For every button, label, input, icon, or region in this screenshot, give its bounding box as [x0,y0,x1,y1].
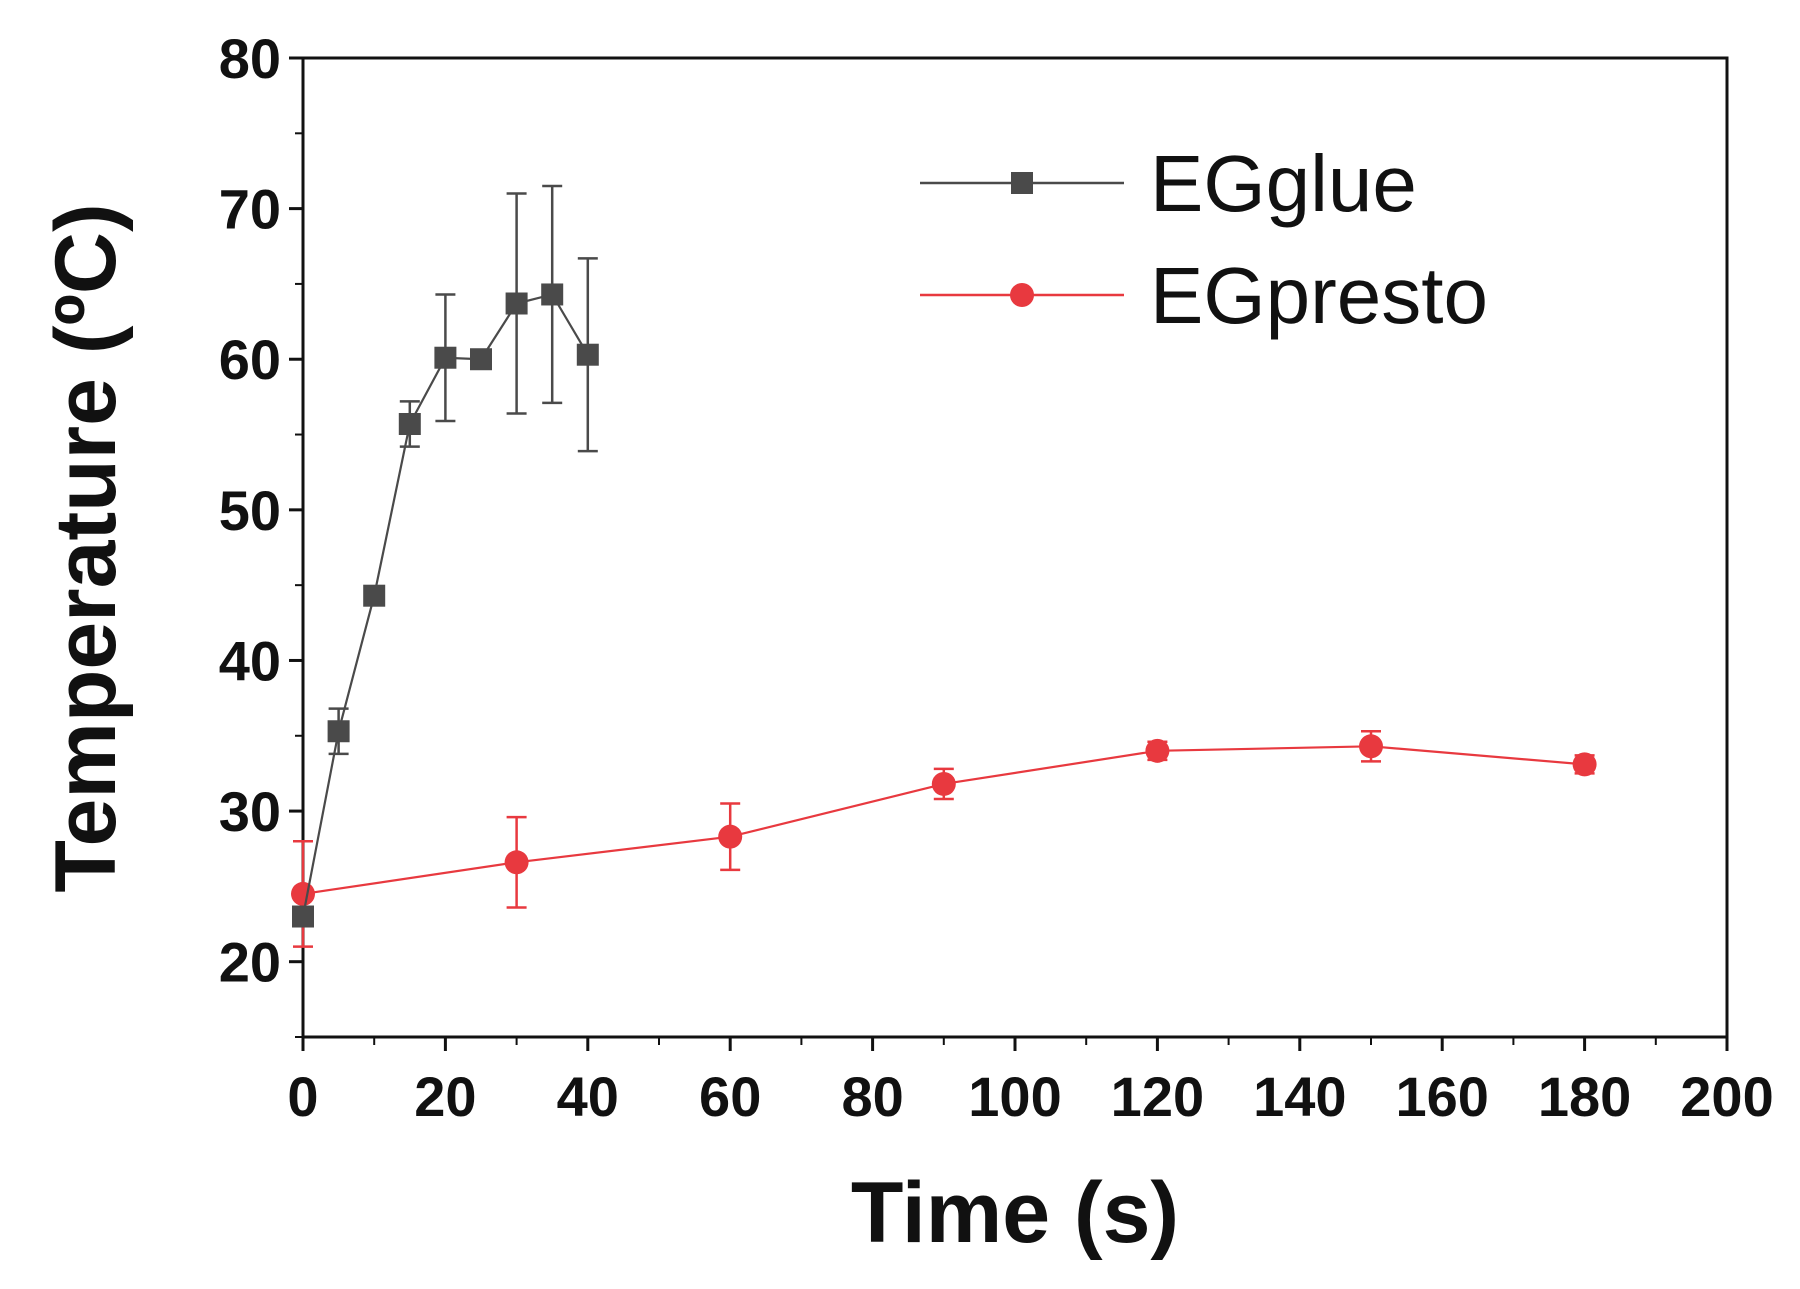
data-point [327,720,350,743]
data-point [576,343,599,366]
data-point [291,881,315,906]
data-point [434,346,457,369]
data-point [541,283,564,306]
y-tick-label: 50 [219,479,281,542]
x-tick-label: 40 [557,1065,619,1128]
axis-ticks: 0 20 40 60 80 100 120 140 160 180 200 20 30 40 50 60 70 8… [219,27,1774,1128]
data-point [1359,734,1383,759]
x-tick-label: 200 [1680,1065,1773,1128]
legend-label: EGpresto [1150,251,1488,340]
legend-marker [1010,283,1034,307]
series-layer [291,184,1597,948]
legend: EGglue EGpresto [920,139,1488,340]
data-point [292,905,314,928]
x-tick-label: 100 [968,1065,1061,1128]
legend-item-EGpresto: EGpresto [920,251,1488,340]
x-tick-label: 80 [841,1065,903,1128]
x-tick-label: 160 [1395,1065,1488,1128]
y-tick-label: 80 [219,27,281,90]
x-tick-label: 60 [699,1065,761,1128]
data-point [505,292,528,315]
series-EGpresto [291,730,1597,948]
data-point [470,348,492,371]
x-axis-title: Time (s) [851,1165,1179,1261]
data-point [718,824,743,849]
data-point [363,584,386,607]
data-point [504,850,529,875]
x-tick-label: 120 [1111,1065,1204,1128]
x-tick-label: 0 [287,1065,318,1128]
y-axis-title: Temperature (ºC) [38,203,134,892]
y-tick-label: 70 [219,178,281,241]
legend-marker [1011,172,1033,194]
legend-label: EGglue [1150,139,1417,228]
data-point [1572,752,1597,777]
y-tick-label: 60 [219,328,281,391]
y-tick-label: 40 [219,629,281,692]
y-tick-label: 20 [219,931,281,994]
y-tick-label: 30 [219,780,281,843]
x-tick-label: 20 [414,1065,476,1128]
data-point [398,412,421,435]
legend-item-EGglue: EGglue [920,139,1417,228]
x-tick-label: 180 [1538,1065,1631,1128]
x-tick-label: 140 [1253,1065,1346,1128]
data-point [931,771,956,796]
data-point [1145,738,1170,763]
series-EGglue [292,184,599,928]
